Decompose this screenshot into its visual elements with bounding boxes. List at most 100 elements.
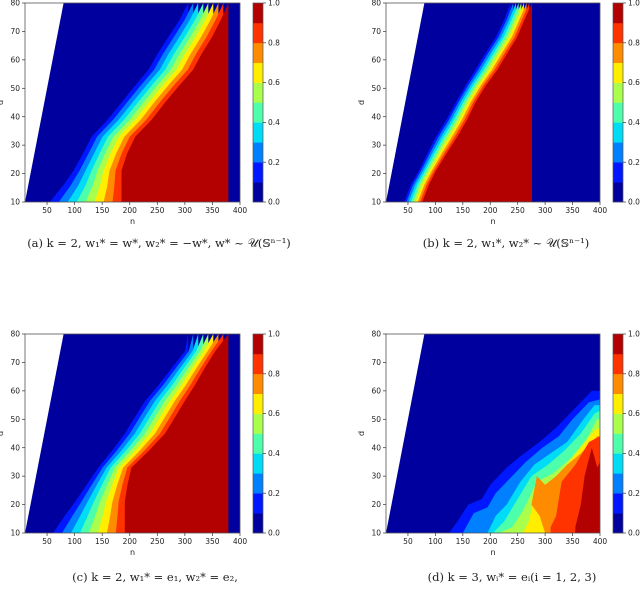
- y-tick-label: 10: [10, 198, 20, 207]
- contour-band-9: [575, 447, 600, 533]
- colorbar-frame: [252, 2, 264, 203]
- y-tick-label: 20: [371, 169, 381, 178]
- contour-band-9: [121, 3, 240, 202]
- caption-c: (c) k = 2, w₁* = e₁, w₂* = e₂,: [72, 570, 238, 584]
- contour-band-9: [124, 334, 240, 533]
- colorbar-tick-label: 0.4: [268, 118, 280, 127]
- undefined-region: [386, 3, 425, 202]
- x-tick-label: 100: [428, 537, 443, 546]
- colorbar-band-5: [613, 82, 623, 103]
- colorbar-band-4: [613, 102, 623, 123]
- colorbar-band-6: [253, 393, 263, 414]
- colorbar-tick-label: 0.0: [628, 198, 640, 207]
- colorbar-tick-label: 0.8: [628, 38, 640, 47]
- colorbar-tick-label: 0.6: [628, 78, 640, 87]
- x-tick-label: 150: [95, 206, 110, 215]
- colorbar-tick-label: 0.2: [628, 158, 640, 167]
- y-tick-label: 70: [371, 358, 381, 367]
- x-tick-label: 50: [403, 206, 413, 215]
- y-tick-label: 50: [371, 84, 381, 93]
- x-tick-label: 200: [483, 537, 498, 546]
- x-axis-label: n: [490, 217, 495, 226]
- caption-b: (b) k = 2, w₁*, w₂* ~ 𝒰(𝕊ⁿ⁻¹): [422, 236, 590, 250]
- y-tick-label: 80: [10, 0, 20, 8]
- x-axis-label: n: [130, 548, 135, 557]
- colorbar-tick-label: 0.8: [268, 369, 280, 378]
- colorbar-band-9: [253, 3, 263, 24]
- x-tick-label: 150: [95, 537, 110, 546]
- colorbar-tick-label: 1.0: [628, 0, 640, 8]
- colorbar-band-2: [253, 142, 263, 163]
- x-tick-label: 400: [233, 537, 248, 546]
- colorbar-band-1: [613, 493, 623, 514]
- y-tick-label: 40: [10, 443, 20, 452]
- axes-frame: [24, 333, 241, 534]
- colorbar-band-3: [253, 453, 263, 474]
- x-tick-label: 250: [511, 206, 526, 215]
- colorbar-band-1: [253, 162, 263, 183]
- colorbar-band-1: [613, 162, 623, 183]
- colorbar-band-4: [253, 433, 263, 454]
- colorbar-band-0: [253, 182, 263, 203]
- colorbar-frame: [612, 333, 624, 534]
- colorbar-tick-label: 1.0: [628, 330, 640, 339]
- colorbar-band-8: [253, 22, 263, 44]
- y-axis-label: d: [0, 100, 5, 105]
- colorbar-band-8: [253, 353, 263, 375]
- colorbar: 0.0 0.2 0.4 0.6 0.8 1.0: [612, 330, 640, 538]
- contour-body: [386, 334, 600, 533]
- y-tick-label: 70: [10, 358, 20, 367]
- y-tick-label: 40: [371, 443, 381, 452]
- y-tick-label: 50: [371, 415, 381, 424]
- undefined-region: [25, 3, 64, 202]
- x-tick-label: 300: [538, 206, 553, 215]
- colorbar-tick-label: 0.8: [628, 369, 640, 378]
- y-axis-label: d: [357, 100, 366, 105]
- colorbar-band-4: [613, 433, 623, 454]
- colorbar-tick-label: 0.6: [628, 409, 640, 418]
- colorbar: 0.0 0.2 0.4 0.6 0.8 1.0: [252, 0, 280, 207]
- y-tick-label: 40: [10, 112, 20, 121]
- colorbar-band-3: [613, 122, 623, 143]
- x-tick-label: 50: [42, 537, 52, 546]
- x-tick-label: 200: [483, 206, 498, 215]
- y-tick-label: 20: [10, 500, 20, 509]
- y-tick-label: 50: [10, 84, 20, 93]
- y-tick-label: 50: [10, 415, 20, 424]
- x-tick-label: 100: [428, 206, 443, 215]
- contour-body: [25, 3, 240, 202]
- colorbar-band-7: [253, 42, 263, 63]
- y-tick-label: 80: [10, 330, 20, 339]
- colorbar-tick-label: 0.0: [268, 529, 280, 538]
- colorbar-tick-label: 0.4: [628, 118, 640, 127]
- colorbar-band-0: [613, 513, 623, 534]
- colorbar-tick-label: 1.0: [268, 330, 280, 339]
- contour-body: [25, 334, 240, 533]
- colorbar-tick-label: 0.4: [268, 449, 280, 458]
- colorbar-band-0: [613, 182, 623, 203]
- x-tick-label: 400: [593, 206, 608, 215]
- x-tick-label: 250: [150, 537, 165, 546]
- y-tick-label: 10: [371, 529, 381, 538]
- colorbar-band-7: [613, 42, 623, 63]
- colorbar-band-8: [613, 22, 623, 44]
- undefined-region: [25, 334, 64, 533]
- colorbar-tick-label: 0.2: [268, 489, 280, 498]
- y-tick-label: 10: [371, 198, 381, 207]
- x-tick-label: 150: [456, 537, 471, 546]
- colorbar-band-1: [253, 493, 263, 514]
- colorbar-tick-label: 0.2: [628, 489, 640, 498]
- x-tick-label: 200: [123, 206, 138, 215]
- x-tick-label: 100: [67, 206, 82, 215]
- colorbar-band-5: [253, 413, 263, 434]
- colorbar-tick-label: 0.6: [268, 78, 280, 87]
- colorbar-band-3: [253, 122, 263, 143]
- colorbar-band-2: [613, 142, 623, 163]
- y-tick-label: 60: [371, 55, 381, 64]
- colorbar-band-2: [613, 473, 623, 494]
- colorbar-band-3: [613, 453, 623, 474]
- y-tick-label: 30: [371, 141, 381, 150]
- colorbar-band-9: [253, 334, 263, 355]
- x-tick-label: 100: [67, 537, 82, 546]
